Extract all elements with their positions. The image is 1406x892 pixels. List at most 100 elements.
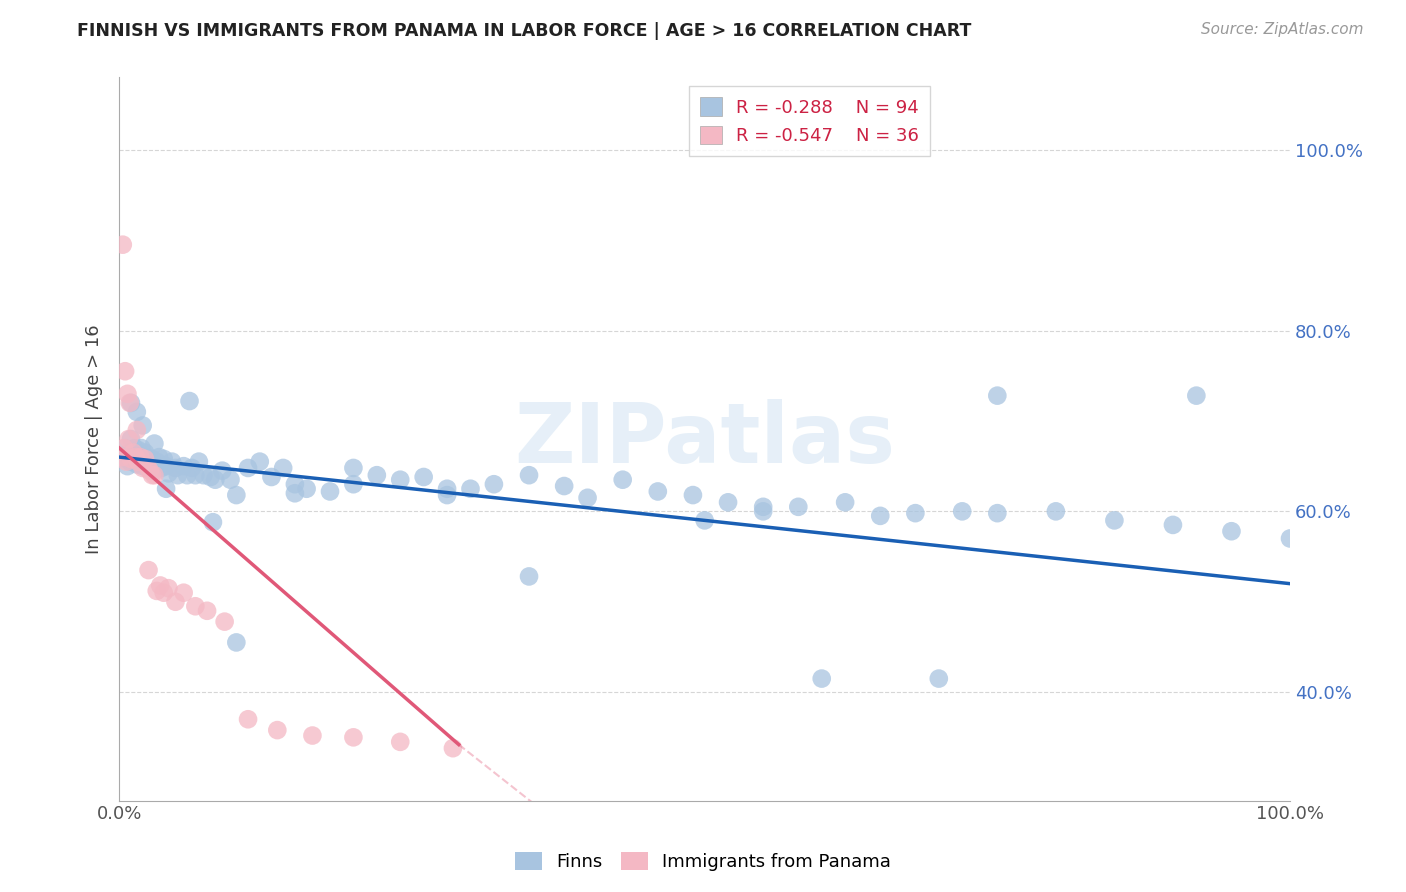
Point	[412, 470, 434, 484]
Point	[129, 455, 152, 469]
Point	[260, 470, 283, 484]
Text: FINNISH VS IMMIGRANTS FROM PANAMA IN LABOR FORCE | AGE > 16 CORRELATION CHART: FINNISH VS IMMIGRANTS FROM PANAMA IN LAB…	[77, 22, 972, 40]
Point	[157, 581, 180, 595]
Point	[114, 441, 136, 455]
Point	[184, 468, 207, 483]
Point	[149, 578, 172, 592]
Point	[236, 461, 259, 475]
Point	[752, 504, 775, 518]
Point	[1279, 532, 1302, 546]
Point	[127, 442, 149, 457]
Point	[950, 504, 973, 518]
Point	[120, 432, 142, 446]
Point	[145, 455, 167, 469]
Point	[121, 450, 143, 464]
Point	[284, 477, 307, 491]
Point	[612, 473, 634, 487]
Point	[319, 484, 342, 499]
Point	[132, 450, 155, 464]
Point	[129, 450, 152, 464]
Point	[131, 461, 153, 475]
Point	[752, 500, 775, 514]
Point	[118, 455, 141, 469]
Point	[115, 455, 138, 469]
Point	[138, 563, 160, 577]
Point	[117, 387, 139, 401]
Point	[157, 467, 180, 481]
Point	[124, 451, 146, 466]
Point	[134, 451, 156, 466]
Point	[134, 445, 156, 459]
Point	[155, 459, 177, 474]
Point	[389, 735, 412, 749]
Point	[125, 423, 148, 437]
Point	[117, 459, 139, 474]
Point	[201, 515, 224, 529]
Point	[135, 450, 157, 464]
Point	[145, 583, 167, 598]
Point	[117, 432, 139, 446]
Y-axis label: In Labor Force | Age > 16: In Labor Force | Age > 16	[86, 324, 103, 554]
Point	[180, 461, 202, 475]
Point	[517, 569, 540, 583]
Point	[200, 470, 222, 484]
Point	[173, 585, 195, 599]
Text: Source: ZipAtlas.com: Source: ZipAtlas.com	[1201, 22, 1364, 37]
Point	[124, 450, 146, 464]
Point	[249, 455, 271, 469]
Point	[869, 508, 891, 523]
Point	[143, 464, 166, 478]
Point	[125, 458, 148, 472]
Point	[117, 445, 139, 459]
Point	[187, 455, 209, 469]
Point	[295, 482, 318, 496]
Point	[138, 455, 160, 469]
Point	[693, 513, 716, 527]
Point	[155, 482, 177, 496]
Point	[138, 464, 160, 478]
Point	[225, 635, 247, 649]
Point	[141, 468, 163, 483]
Point	[219, 473, 242, 487]
Point	[436, 488, 458, 502]
Point	[124, 441, 146, 455]
Legend: R = -0.288    N = 94, R = -0.547    N = 36: R = -0.288 N = 94, R = -0.547 N = 36	[689, 87, 929, 156]
Point	[193, 468, 215, 483]
Point	[301, 729, 323, 743]
Point	[266, 723, 288, 738]
Point	[111, 450, 134, 464]
Text: ZIPatlas: ZIPatlas	[515, 399, 896, 480]
Point	[342, 477, 364, 491]
Point	[225, 488, 247, 502]
Point	[787, 500, 810, 514]
Point	[152, 585, 174, 599]
Point	[195, 604, 218, 618]
Point	[127, 455, 149, 469]
Point	[136, 459, 159, 474]
Point	[236, 712, 259, 726]
Point	[211, 464, 233, 478]
Point	[214, 615, 236, 629]
Point	[460, 482, 482, 496]
Point	[904, 506, 927, 520]
Point	[717, 495, 740, 509]
Point	[284, 486, 307, 500]
Point	[1185, 389, 1208, 403]
Point	[647, 484, 669, 499]
Point	[173, 459, 195, 474]
Point	[143, 436, 166, 450]
Point	[184, 599, 207, 614]
Point	[986, 506, 1008, 520]
Point	[179, 394, 201, 409]
Point	[150, 461, 173, 475]
Point	[342, 461, 364, 475]
Point	[165, 461, 187, 475]
Point	[112, 441, 135, 455]
Point	[928, 672, 950, 686]
Point	[141, 451, 163, 466]
Point	[389, 473, 412, 487]
Point	[128, 447, 150, 461]
Point	[152, 451, 174, 466]
Legend: Finns, Immigrants from Panama: Finns, Immigrants from Panama	[508, 845, 898, 879]
Point	[148, 450, 170, 464]
